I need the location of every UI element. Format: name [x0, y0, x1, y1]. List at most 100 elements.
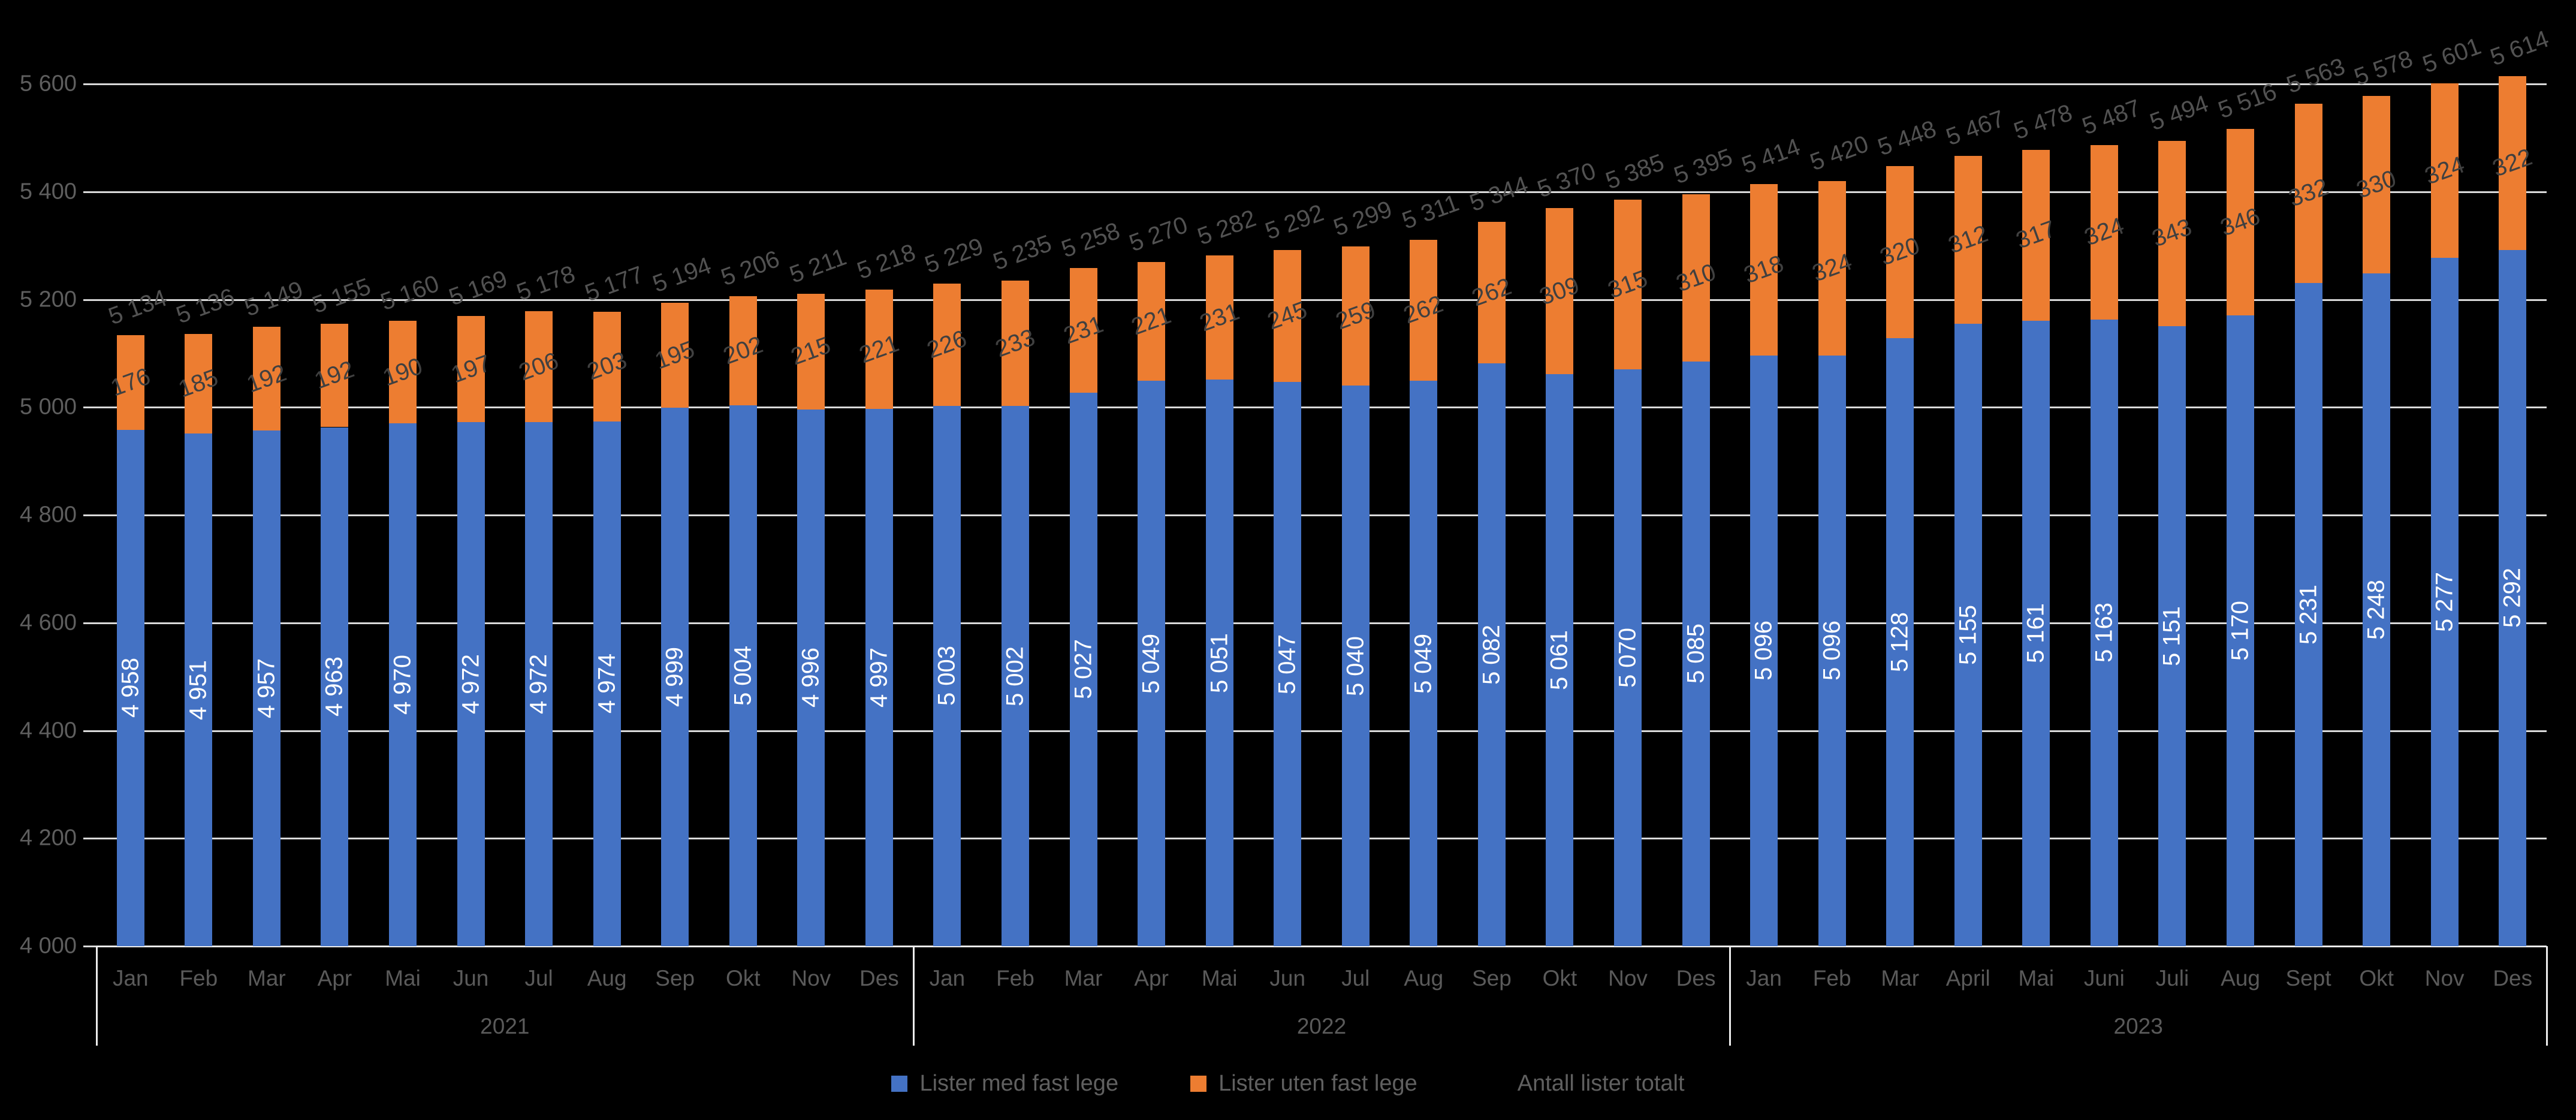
gridline	[96, 299, 2547, 301]
y-axis-tick	[83, 191, 96, 193]
gridline	[96, 514, 2547, 516]
y-axis-label: 5 000	[19, 394, 77, 420]
bar-label-lister-med-fast-lege: 5 277	[2431, 572, 2458, 633]
bar-label-lister-med-fast-lege: 5 231	[2295, 584, 2322, 645]
total-label-antall-lister-totalt: 5 344	[1466, 171, 1532, 217]
bar-segment-lister-uten-fast-lege	[2022, 149, 2050, 321]
bar-label-lister-uten-fast-lege: 221	[1128, 302, 1175, 341]
month-label: Okt	[2359, 966, 2394, 990]
bar-label-lister-med-fast-lege: 5 049	[1138, 633, 1165, 694]
bar-label-lister-med-fast-lege: 5 096	[1750, 621, 1777, 681]
bar-segment-lister-med-fast-lege	[1069, 392, 1097, 946]
bar-label-lister-uten-fast-lege: 259	[1332, 296, 1379, 335]
total-label-antall-lister-totalt: 5 448	[1874, 115, 1940, 161]
bar-segment-lister-med-fast-lege	[2430, 258, 2459, 946]
bar-segment-lister-med-fast-lege	[457, 422, 485, 946]
month-label: Nov	[1608, 966, 1648, 990]
bar-label-lister-uten-fast-lege: 318	[1741, 250, 1787, 289]
bar-segment-lister-med-fast-lege	[1750, 355, 1778, 946]
legend-label: Antall lister totalt	[1517, 1071, 1685, 1096]
month-label: Mar	[1881, 966, 1920, 990]
bar-segment-lister-med-fast-lege	[2090, 319, 2118, 946]
legend-swatch	[891, 1076, 908, 1092]
y-axis-tick	[83, 730, 96, 732]
bar-label-lister-med-fast-lege: 5 155	[1954, 604, 1981, 666]
bar-label-lister-med-fast-lege: 5 049	[1410, 633, 1437, 694]
bar-segment-lister-uten-fast-lege	[1341, 246, 1370, 386]
bar-segment-lister-uten-fast-lege	[116, 335, 144, 430]
bar-label-lister-uten-fast-lege: 185	[175, 364, 222, 403]
bar-label-lister-uten-fast-lege: 176	[107, 363, 154, 402]
y-axis-label: 4 600	[19, 610, 77, 636]
month-label: Okt	[725, 966, 761, 990]
legend: Lister med fast lege Lister uten fast leg…	[0, 1071, 2576, 1097]
bar-segment-lister-uten-fast-lege	[933, 284, 961, 406]
month-label: Des	[2493, 966, 2533, 990]
bar-label-lister-med-fast-lege: 5 170	[2227, 601, 2254, 661]
bar-label-lister-uten-fast-lege: 233	[991, 324, 1039, 363]
bar-segment-lister-uten-fast-lege	[2499, 76, 2527, 250]
bar-segment-lister-med-fast-lege	[2227, 315, 2254, 946]
total-label-antall-lister-totalt: 5 494	[2146, 91, 2212, 136]
bar-label-lister-uten-fast-lege: 221	[855, 330, 903, 369]
bar-segment-lister-uten-fast-lege	[1205, 255, 1233, 380]
month-label: Juli	[2155, 966, 2189, 990]
bar-segment-lister-uten-fast-lege	[389, 321, 417, 424]
bar-label-lister-med-fast-lege: 4 963	[321, 657, 348, 717]
y-axis-tick	[83, 514, 96, 516]
y-axis-label: 5 400	[19, 179, 77, 204]
year-label: 2021	[480, 1014, 530, 1038]
bar-segment-lister-uten-fast-lege	[2294, 104, 2322, 283]
y-axis-tick	[83, 838, 96, 840]
bar-label-lister-uten-fast-lege: 324	[2080, 212, 2128, 251]
bar-segment-lister-uten-fast-lege	[321, 323, 349, 427]
bar-label-lister-med-fast-lege: 4 999	[661, 647, 688, 707]
bar-segment-lister-med-fast-lege	[525, 422, 553, 946]
y-axis-tick	[83, 622, 96, 624]
total-label-antall-lister-totalt: 5 614	[2487, 26, 2553, 71]
bar-segment-lister-med-fast-lege	[1410, 381, 1438, 946]
bar-label-lister-med-fast-lege: 4 997	[865, 647, 892, 708]
total-label-antall-lister-totalt: 5 229	[921, 233, 987, 279]
total-label-antall-lister-totalt: 5 563	[2282, 53, 2348, 99]
bar-segment-lister-med-fast-lege	[1002, 406, 1029, 946]
bar-segment-lister-med-fast-lege	[1138, 381, 1166, 946]
bar-segment-lister-uten-fast-lege	[1954, 155, 1982, 324]
gridline	[96, 730, 2547, 732]
bar-segment-lister-uten-fast-lege	[1614, 200, 1642, 370]
bar-label-lister-med-fast-lege: 5 051	[1206, 633, 1233, 693]
total-label-antall-lister-totalt: 5 218	[853, 239, 919, 285]
bar-segment-lister-uten-fast-lege	[185, 334, 213, 434]
bar-segment-lister-med-fast-lege	[2499, 249, 2527, 946]
bar-segment-lister-med-fast-lege	[1341, 386, 1370, 946]
bar-label-lister-med-fast-lege: 5 096	[1818, 621, 1845, 681]
month-label: Mai	[2018, 966, 2055, 990]
bar-label-lister-med-fast-lege: 5 003	[933, 646, 960, 706]
bar-segment-lister-uten-fast-lege	[2363, 95, 2391, 274]
bar-label-lister-uten-fast-lege: 320	[1877, 232, 1923, 272]
year-label: 2022	[1296, 1014, 1347, 1038]
bar-segment-lister-med-fast-lege	[729, 405, 757, 946]
month-label: Apr	[1134, 966, 1169, 990]
y-axis-label: 4 000	[19, 933, 77, 959]
total-label-antall-lister-totalt: 5 258	[1057, 218, 1123, 263]
bar-label-lister-uten-fast-lege: 215	[788, 332, 835, 371]
bar-label-lister-uten-fast-lege: 231	[1060, 311, 1107, 350]
total-label-antall-lister-totalt: 5 194	[649, 252, 715, 298]
bar-segment-lister-uten-fast-lege	[2090, 144, 2118, 320]
bar-label-lister-med-fast-lege: 5 040	[1342, 636, 1369, 696]
gridline	[96, 191, 2547, 193]
total-label-antall-lister-totalt: 5 478	[2010, 99, 2076, 144]
total-label-antall-lister-totalt: 5 160	[377, 270, 443, 316]
y-axis-tick	[83, 299, 96, 301]
month-label: Jan	[929, 966, 966, 990]
bar-label-lister-med-fast-lege: 4 951	[185, 660, 212, 720]
year-divider	[96, 946, 98, 1046]
year-divider	[2546, 946, 2548, 1046]
gridline	[96, 622, 2547, 624]
bar-segment-lister-uten-fast-lege	[729, 296, 757, 405]
bar-segment-lister-uten-fast-lege	[1410, 239, 1438, 381]
legend-item-antall-lister-totalt: Antall lister totalt	[1489, 1071, 1685, 1097]
month-label: Nov	[2424, 966, 2465, 990]
y-axis-tick	[83, 946, 96, 947]
